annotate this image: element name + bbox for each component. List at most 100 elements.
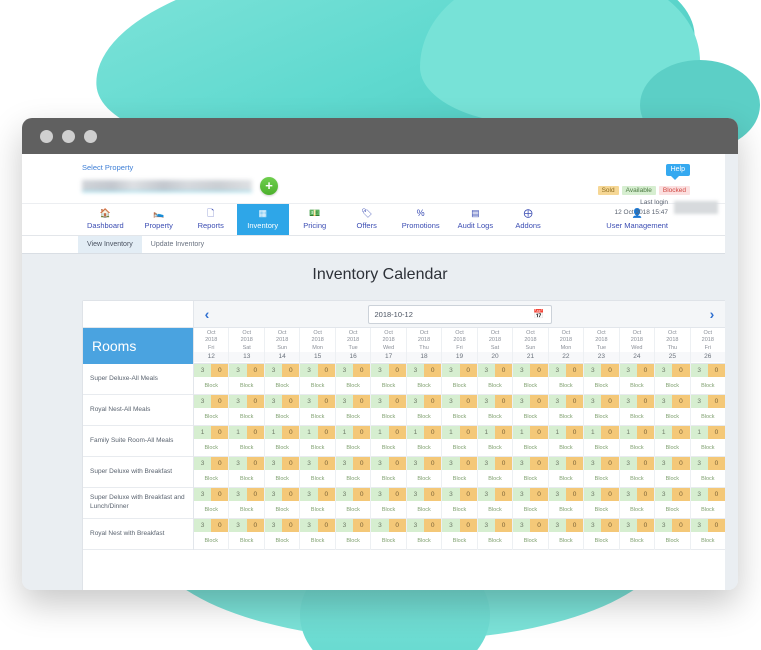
block-button[interactable]: Block — [690, 470, 725, 487]
available-count[interactable]: 3 — [477, 364, 495, 377]
block-button[interactable]: Block — [406, 377, 442, 394]
inventory-cell[interactable]: 3 0 Block — [513, 519, 548, 550]
block-button[interactable]: Block — [548, 470, 584, 487]
sold-count[interactable]: 0 — [707, 457, 725, 470]
available-count[interactable]: 3 — [477, 488, 495, 501]
block-button[interactable]: Block — [264, 532, 300, 549]
sold-count[interactable]: 0 — [601, 519, 619, 532]
sold-count[interactable]: 0 — [317, 395, 335, 408]
nav-item-dashboard[interactable]: 🏠 Dashboard — [78, 204, 133, 235]
sold-count[interactable]: 0 — [636, 426, 655, 439]
available-count[interactable]: 3 — [442, 457, 460, 470]
block-button[interactable]: Block — [655, 532, 690, 549]
block-button[interactable]: Block — [229, 408, 264, 425]
block-button[interactable]: Block — [229, 501, 264, 518]
sold-count[interactable]: 0 — [424, 395, 442, 408]
available-count[interactable]: 3 — [406, 395, 425, 408]
window-dot-close[interactable] — [40, 129, 53, 143]
inventory-cell[interactable]: 3 0 Block — [619, 488, 655, 519]
sold-count[interactable]: 0 — [636, 519, 655, 532]
inventory-cell[interactable]: 3 0 Block — [690, 364, 725, 395]
tab-update-inventory[interactable]: Update Inventory — [150, 241, 205, 248]
inventory-cell[interactable]: 3 0 Block — [371, 519, 406, 550]
inventory-cell[interactable]: 3 0 Block — [619, 395, 655, 426]
available-count[interactable]: 1 — [300, 426, 318, 439]
inventory-cell[interactable]: 3 0 Block — [264, 519, 300, 550]
inventory-cell[interactable]: 3 0 Block — [584, 488, 619, 519]
inventory-cell[interactable]: 1 0 Block — [655, 426, 690, 457]
available-count[interactable]: 3 — [264, 457, 283, 470]
sold-count[interactable]: 0 — [459, 426, 477, 439]
sold-count[interactable]: 0 — [636, 364, 655, 377]
available-count[interactable]: 1 — [619, 426, 637, 439]
inventory-cell[interactable]: 3 0 Block — [300, 395, 335, 426]
inventory-cell[interactable]: 3 0 Block — [371, 364, 406, 395]
block-button[interactable]: Block — [513, 532, 548, 549]
tab-view-inventory[interactable]: View Inventory — [78, 236, 142, 253]
block-button[interactable]: Block — [194, 377, 229, 394]
block-button[interactable]: Block — [442, 408, 477, 425]
sold-count[interactable]: 0 — [211, 488, 229, 501]
block-button[interactable]: Block — [300, 377, 335, 394]
inventory-cell[interactable]: 3 0 Block — [194, 395, 229, 426]
sold-count[interactable]: 0 — [530, 426, 548, 439]
block-button[interactable]: Block — [371, 470, 406, 487]
sold-count[interactable]: 0 — [246, 457, 264, 470]
available-count[interactable]: 3 — [619, 364, 637, 377]
available-count[interactable]: 3 — [194, 395, 212, 408]
sold-count[interactable]: 0 — [636, 395, 655, 408]
sold-count[interactable]: 0 — [388, 364, 406, 377]
sold-count[interactable]: 0 — [282, 364, 300, 377]
block-button[interactable]: Block — [264, 470, 300, 487]
block-button[interactable]: Block — [619, 532, 655, 549]
sold-count[interactable]: 0 — [494, 457, 513, 470]
inventory-cell[interactable]: 3 0 Block — [442, 488, 477, 519]
available-count[interactable]: 3 — [690, 395, 708, 408]
available-count[interactable]: 3 — [335, 457, 354, 470]
available-count[interactable]: 1 — [335, 426, 354, 439]
inventory-cell[interactable]: 3 0 Block — [548, 457, 584, 488]
block-button[interactable]: Block — [371, 439, 406, 456]
sold-count[interactable]: 0 — [388, 395, 406, 408]
sold-count[interactable]: 0 — [317, 426, 335, 439]
block-button[interactable]: Block — [335, 470, 371, 487]
block-button[interactable]: Block — [229, 532, 264, 549]
available-count[interactable]: 3 — [584, 395, 602, 408]
next-week-button[interactable]: › — [699, 301, 725, 327]
inventory-cell[interactable]: 3 0 Block — [513, 395, 548, 426]
available-count[interactable]: 3 — [264, 488, 283, 501]
calendar-icon[interactable]: 📅 — [533, 308, 545, 319]
available-count[interactable]: 3 — [513, 457, 531, 470]
block-button[interactable]: Block — [548, 439, 584, 456]
sold-count[interactable]: 0 — [494, 426, 513, 439]
block-button[interactable]: Block — [584, 501, 619, 518]
available-count[interactable]: 3 — [335, 395, 354, 408]
sold-count[interactable]: 0 — [317, 457, 335, 470]
block-button[interactable]: Block — [513, 439, 548, 456]
available-count[interactable]: 3 — [513, 395, 531, 408]
inventory-cell[interactable]: 3 0 Block — [335, 488, 371, 519]
available-count[interactable]: 3 — [655, 519, 673, 532]
block-button[interactable]: Block — [477, 501, 513, 518]
available-count[interactable]: 3 — [655, 457, 673, 470]
sold-count[interactable]: 0 — [282, 426, 300, 439]
block-button[interactable]: Block — [584, 377, 619, 394]
inventory-cell[interactable]: 3 0 Block — [690, 395, 725, 426]
inventory-cell[interactable]: 3 0 Block — [300, 457, 335, 488]
nav-item-reports[interactable]: 🗋 Reports — [185, 204, 237, 235]
block-button[interactable]: Block — [229, 470, 264, 487]
window-dot-minimize[interactable] — [62, 129, 75, 143]
window-dot-maximize[interactable] — [84, 129, 97, 143]
block-button[interactable]: Block — [655, 439, 690, 456]
inventory-cell[interactable]: 1 0 Block — [548, 426, 584, 457]
block-button[interactable]: Block — [477, 532, 513, 549]
inventory-cell[interactable]: 3 0 Block — [442, 457, 477, 488]
block-button[interactable]: Block — [371, 377, 406, 394]
inventory-cell[interactable]: 3 0 Block — [406, 488, 442, 519]
sold-count[interactable]: 0 — [707, 426, 725, 439]
sold-count[interactable]: 0 — [601, 457, 619, 470]
available-count[interactable]: 1 — [584, 426, 602, 439]
available-count[interactable]: 1 — [513, 426, 531, 439]
block-button[interactable]: Block — [406, 439, 442, 456]
sold-count[interactable]: 0 — [672, 426, 690, 439]
